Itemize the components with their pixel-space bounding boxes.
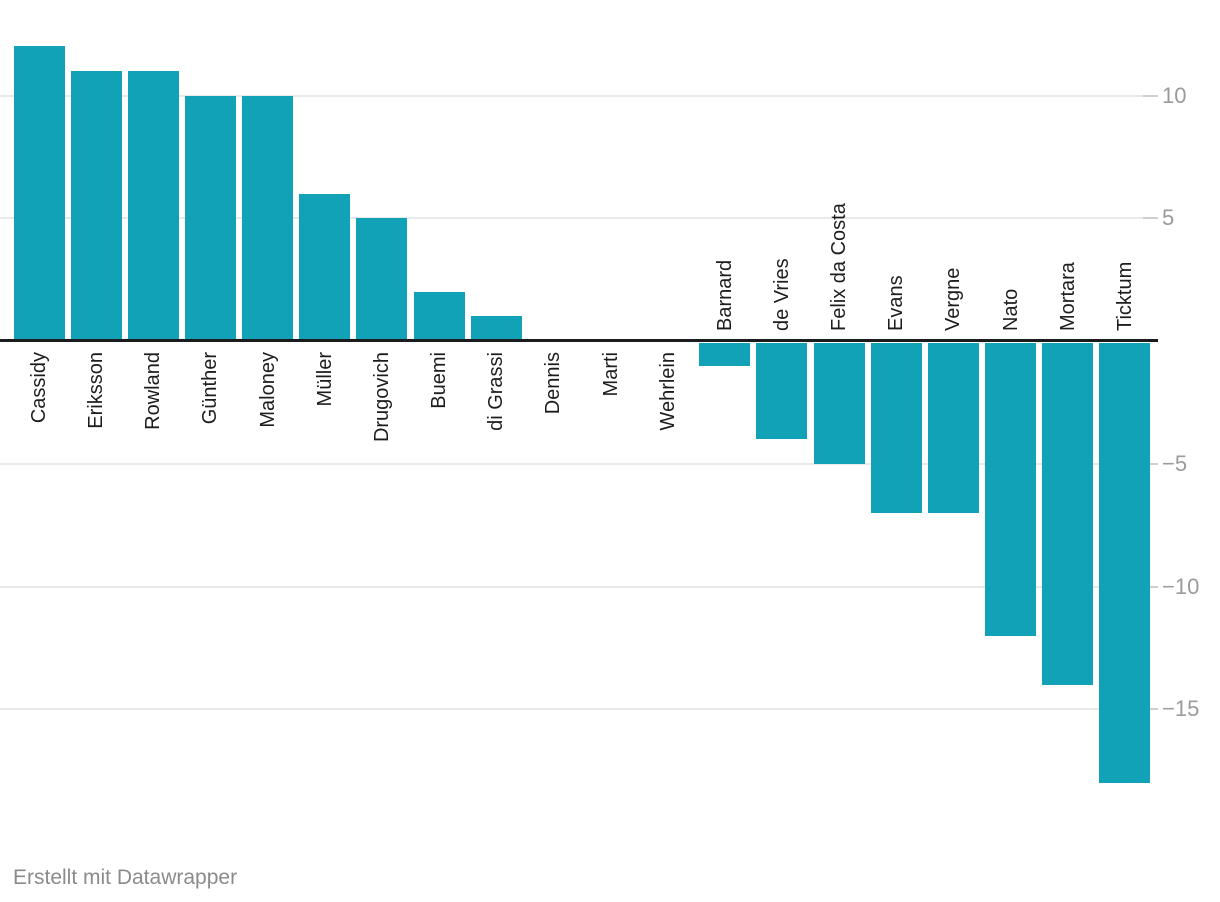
bar bbox=[470, 316, 522, 339]
bar-label: Müller bbox=[313, 352, 336, 407]
bar bbox=[299, 193, 351, 339]
bar-label: Eriksson bbox=[85, 352, 108, 429]
y-axis-tick-label: 5 bbox=[1162, 205, 1175, 231]
bar bbox=[985, 343, 1037, 636]
bar-label: Vergne bbox=[942, 267, 965, 331]
bar bbox=[413, 291, 465, 339]
axis-tick bbox=[1143, 708, 1158, 711]
axis-tick bbox=[1143, 217, 1158, 220]
bar bbox=[870, 343, 922, 513]
gridline bbox=[0, 217, 1158, 220]
bar-label: Ticktum bbox=[1113, 261, 1136, 331]
bar bbox=[1099, 343, 1151, 783]
bar-label: Wehrlein bbox=[656, 352, 679, 431]
bar bbox=[70, 70, 122, 339]
bar-label: Drugovich bbox=[370, 352, 393, 443]
bar bbox=[813, 343, 865, 464]
bar-label: Maloney bbox=[256, 352, 279, 428]
bar-label: Marti bbox=[599, 352, 622, 397]
zero-baseline bbox=[0, 339, 1158, 342]
axis-tick bbox=[1143, 94, 1158, 97]
axis-tick bbox=[1143, 585, 1158, 588]
bar-label: Barnard bbox=[713, 259, 736, 331]
bar-label: Felix da Costa bbox=[828, 203, 851, 331]
bar bbox=[184, 95, 236, 339]
gridline bbox=[0, 708, 1158, 711]
bar bbox=[127, 70, 179, 339]
bar bbox=[356, 218, 408, 339]
y-axis-tick-label: −10 bbox=[1162, 573, 1200, 599]
bar bbox=[13, 46, 65, 339]
bar-label: Nato bbox=[999, 288, 1022, 331]
bar bbox=[756, 343, 808, 440]
y-axis-tick-label: −5 bbox=[1162, 450, 1188, 476]
bar-label: Cassidy bbox=[28, 352, 50, 424]
axis-tick bbox=[1143, 462, 1158, 465]
bar bbox=[242, 95, 294, 339]
bar-label: Evans bbox=[885, 275, 908, 331]
y-axis-tick-label: 10 bbox=[1162, 82, 1187, 108]
gridline bbox=[0, 585, 1158, 588]
bar-label: Günther bbox=[199, 352, 222, 425]
y-axis-tick-label: −15 bbox=[1162, 696, 1200, 722]
gridline bbox=[0, 462, 1158, 465]
bar bbox=[1042, 343, 1094, 685]
bar-label: di Grassi bbox=[485, 352, 508, 431]
bar-label: Dennis bbox=[542, 352, 565, 415]
bar-label: Buemi bbox=[428, 352, 451, 409]
bar-label: Rowland bbox=[142, 352, 165, 430]
gridline bbox=[0, 94, 1158, 97]
datawrapper-attribution-link[interactable]: Erstellt mit Datawrapper bbox=[13, 866, 238, 889]
bar bbox=[699, 343, 751, 366]
bar bbox=[927, 343, 979, 513]
bar-label: Mortara bbox=[1056, 262, 1079, 331]
bar-label: de Vries bbox=[770, 258, 793, 331]
